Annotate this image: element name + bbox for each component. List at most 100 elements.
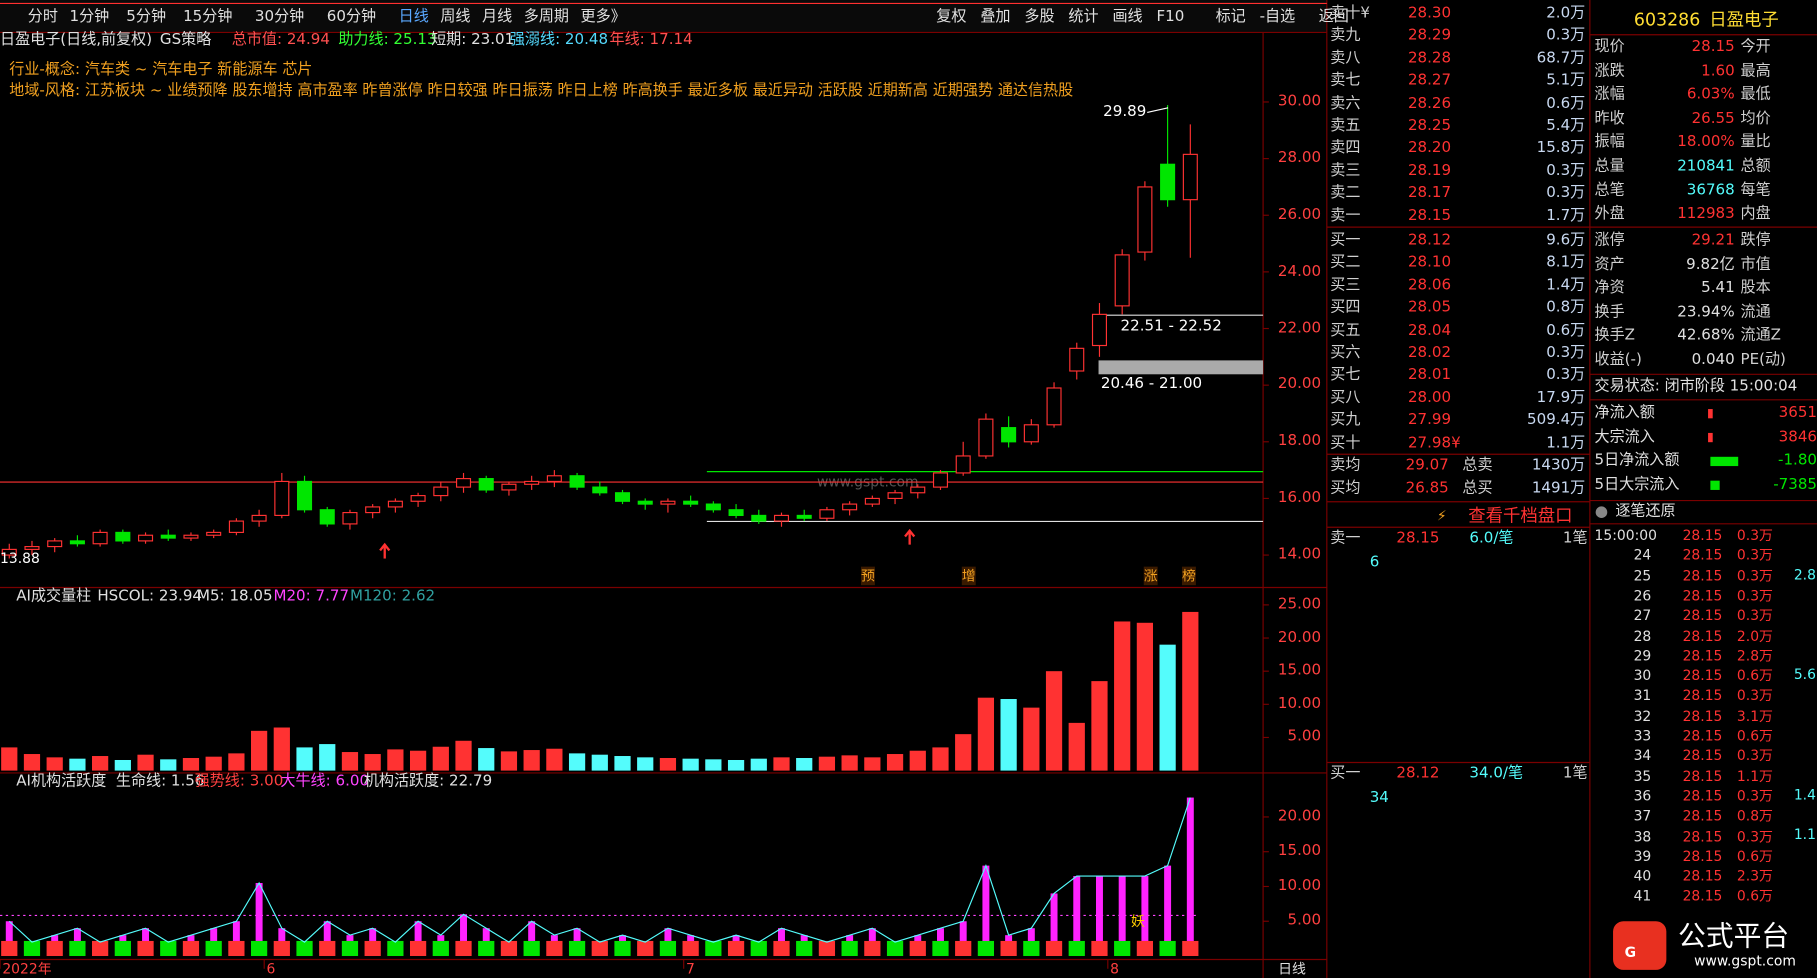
label: 1491万 [1531, 479, 1586, 497]
activity-base [841, 940, 858, 957]
activity-base [46, 940, 63, 957]
period: 日线 [1278, 960, 1306, 977]
candle-body [796, 514, 812, 519]
label: 24 [1633, 547, 1652, 564]
tab[interactable]: 15分钟 [183, 8, 233, 26]
ask-volume: 1.7万 [1546, 206, 1586, 225]
bid-label: 买七 [1330, 366, 1361, 385]
label: 1.1 [1793, 826, 1816, 843]
date-label: 2022年 [2, 960, 52, 977]
volume-bar [909, 750, 926, 771]
activity-base [727, 940, 745, 957]
candle-body [342, 512, 358, 525]
toolbar-button[interactable]: 画线 [1112, 8, 1143, 26]
tab[interactable]: 60分钟 [326, 8, 377, 26]
label: 0.6万 [1736, 888, 1773, 905]
volume-bar [205, 756, 222, 771]
candle-body [1001, 427, 1017, 443]
label: 28 [1633, 627, 1652, 644]
label: 23.94% [1677, 303, 1735, 321]
bid-label: 买三 [1330, 276, 1361, 295]
label: 卖一 [1330, 529, 1361, 547]
activity-bar [1141, 876, 1149, 957]
logo-url: www.gspt.com [1694, 952, 1796, 969]
candle-body [319, 509, 335, 525]
ask-volume: 2.0万 [1546, 4, 1586, 23]
y-tick-label: 5.00 [1287, 911, 1322, 930]
label: 0.3万 [1736, 587, 1773, 604]
toolbar-button[interactable]: 标记 [1215, 8, 1246, 26]
toolbar-button[interactable]: -自选 [1259, 8, 1296, 26]
volume-bar [659, 758, 677, 771]
indicator-label: M120: 2.62 [349, 587, 436, 605]
tab[interactable]: 分时 [27, 8, 58, 26]
tab[interactable]: 更多》 [580, 8, 626, 26]
candle-body [546, 475, 562, 483]
bid-volume: 17.9万 [1536, 389, 1586, 407]
toolbar-button[interactable]: 返回 [1318, 8, 1349, 26]
label: 28.15 [1396, 529, 1440, 547]
candle-body [728, 509, 744, 516]
activity-base [955, 940, 972, 957]
label: 15:00:00 [1594, 527, 1657, 544]
activity-bar [232, 921, 240, 957]
ask-volume: 5.4万 [1546, 117, 1586, 135]
toolbar-button[interactable]: 叠加 [980, 8, 1011, 26]
link[interactable]: 查看千档盘口 [1468, 505, 1573, 527]
label: 28.15 [1682, 527, 1723, 544]
label: 0.3万 [1736, 747, 1773, 764]
label: 28.15 [1682, 727, 1723, 744]
label: 卖均 [1330, 456, 1361, 474]
activity-base [614, 940, 631, 957]
indicator-label: 短期: 23.01 [431, 31, 515, 49]
label: 买均 [1330, 479, 1361, 497]
tab[interactable]: 多周期 [523, 8, 569, 26]
tab[interactable]: 日线 [398, 8, 429, 26]
bid-price: 27.98¥ [1407, 434, 1461, 452]
candle-body [592, 486, 608, 494]
volume-bar [682, 758, 699, 771]
toolbar-button[interactable]: 统计 [1068, 8, 1099, 26]
activity-base [546, 940, 563, 957]
y-tick-label: 20.00 [1277, 807, 1322, 826]
activity-base [705, 940, 722, 957]
activity-bar [1095, 876, 1103, 957]
tab[interactable]: 1分钟 [69, 8, 110, 26]
candle-body [24, 545, 40, 550]
ask-price: 28.19 [1407, 161, 1452, 180]
label: 5.41 [1701, 279, 1735, 297]
volume-bar [114, 759, 131, 771]
tab[interactable]: 30分钟 [254, 8, 305, 26]
label: 34 [1369, 789, 1389, 807]
annotation: 20.46 - 21.00 [1100, 375, 1203, 393]
label: 33 [1633, 727, 1652, 744]
tab[interactable]: 月线 [482, 8, 513, 26]
label: 0.6万 [1736, 848, 1773, 865]
indicator-label: 助力线: 25.13 [338, 31, 437, 49]
indicator-label: 机构活跃度: 22.79 [363, 772, 493, 791]
toolbar-button[interactable]: 复权 [936, 8, 967, 26]
toolbar-button[interactable]: 多股 [1024, 8, 1055, 26]
label: 38 [1633, 827, 1652, 845]
y-tick-label: 5.00 [1287, 728, 1322, 746]
activity-base [886, 940, 904, 957]
activity-base [23, 940, 41, 957]
volume-bar [1045, 671, 1063, 771]
ask-volume: 0.3万 [1546, 184, 1586, 202]
label: 0.3万 [1736, 687, 1773, 704]
activity-base [591, 940, 608, 957]
ask-label: 卖十¥ [1330, 4, 1371, 23]
label: 总买 [1462, 479, 1493, 497]
tab[interactable]: 周线 [440, 8, 471, 26]
activity-bar [460, 914, 467, 957]
tab[interactable]: 5分钟 [126, 8, 167, 26]
label: 6.0/笔 [1469, 529, 1514, 547]
label: 1笔 [1562, 529, 1588, 547]
annotation: 13.88 [0, 550, 40, 567]
label: 26 [1633, 587, 1652, 604]
annotation: 29.89 [1103, 103, 1147, 121]
label: 总笔 [1594, 181, 1625, 199]
toolbar-button[interactable]: F10 [1156, 8, 1185, 26]
label: 0.6万 [1736, 727, 1773, 744]
candle-body [138, 534, 154, 542]
